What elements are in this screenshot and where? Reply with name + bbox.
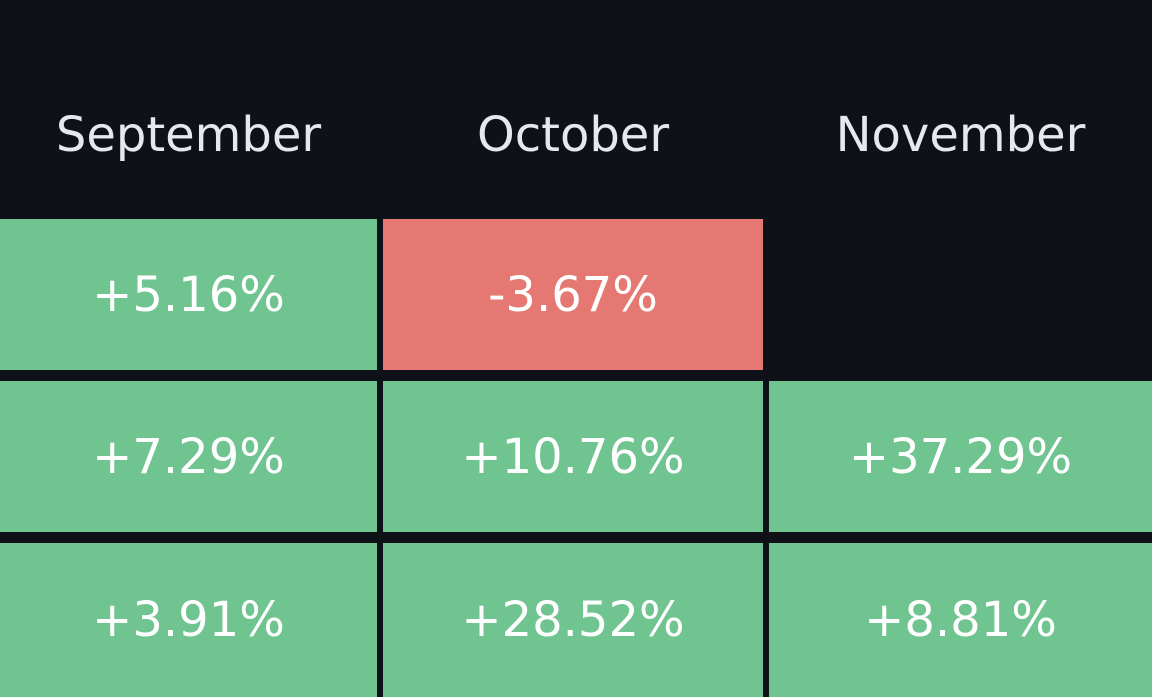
return-cell: +7.29% bbox=[0, 381, 377, 532]
return-cell: +8.81% bbox=[769, 543, 1152, 697]
return-cell: -3.67% bbox=[383, 219, 763, 370]
column-header: September bbox=[55, 107, 322, 163]
return-cell: +28.52% bbox=[383, 543, 763, 697]
column-header: November bbox=[835, 107, 1086, 163]
return-cell: +3.91% bbox=[0, 543, 377, 697]
return-cell: +5.16% bbox=[0, 219, 377, 370]
return-cell: +10.76% bbox=[383, 381, 763, 532]
column-header: October bbox=[476, 107, 670, 163]
return-cell: +37.29% bbox=[769, 381, 1152, 532]
